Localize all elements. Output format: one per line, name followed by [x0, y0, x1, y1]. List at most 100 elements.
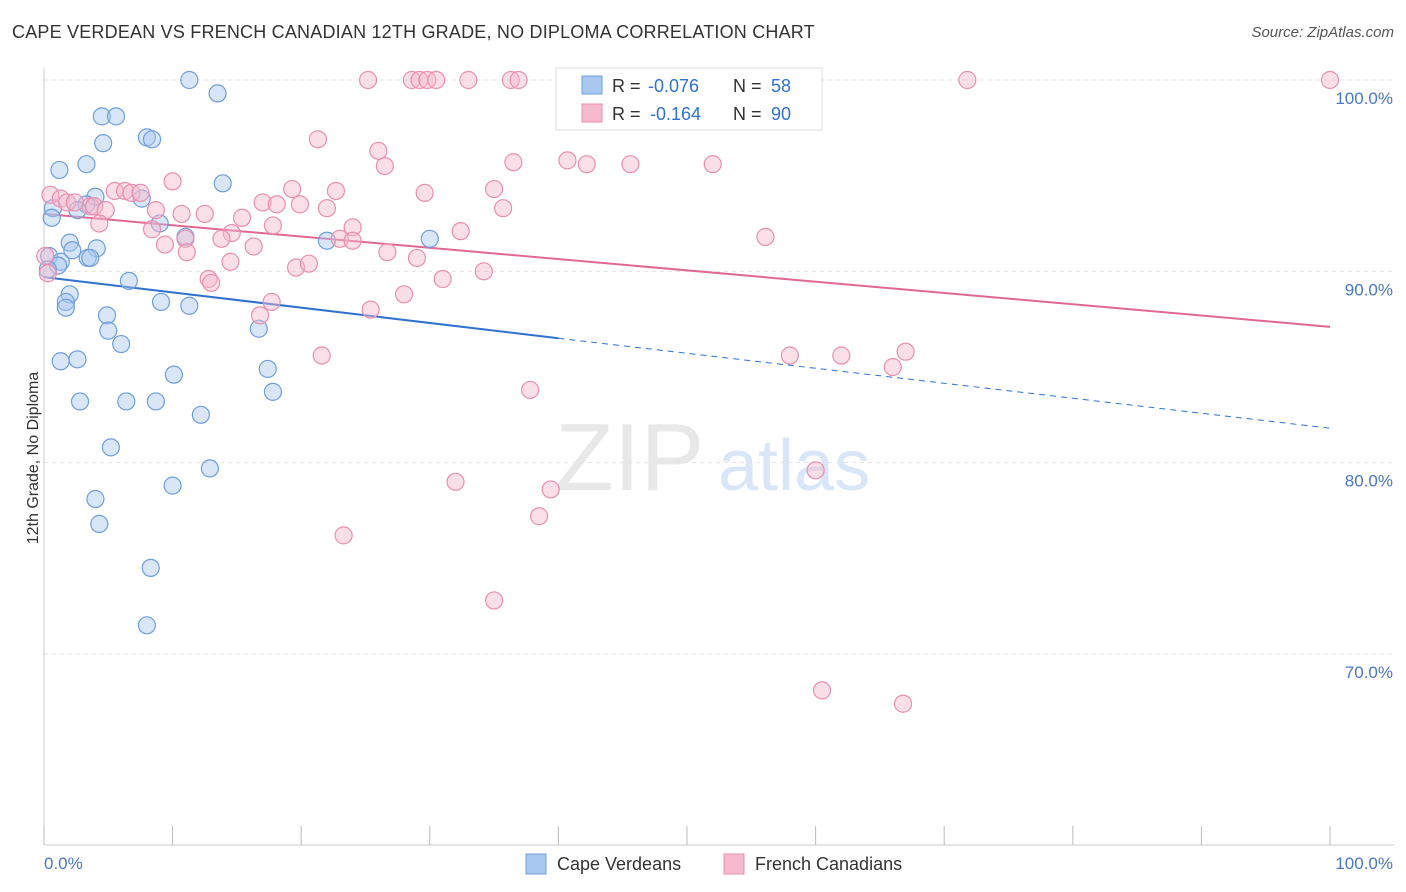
y-axis-title: 12th Grade, No Diploma [25, 372, 42, 545]
french-canadian-point [474, 262, 493, 281]
cape-verdean-point [258, 359, 277, 379]
french-canadian-point [621, 155, 640, 174]
french-canadian-point [41, 185, 60, 204]
french-canadian-point [36, 246, 55, 266]
french-canadian-point [195, 204, 214, 224]
points-layer [36, 70, 1340, 713]
trend-layer [43, 212, 1331, 429]
french-canadian-point [577, 155, 596, 174]
french-canadian-point [485, 591, 504, 610]
cape-verdean-point [141, 558, 160, 578]
french-canadian-point [343, 218, 362, 237]
french-canadian-point [446, 472, 465, 491]
french-canadian-point [958, 70, 977, 90]
french-canadian-point [253, 193, 272, 212]
french-canadian-point [832, 346, 851, 365]
french-canadian-point [299, 254, 319, 273]
french-canadian-point [402, 70, 421, 90]
french-canadian-point [312, 346, 331, 365]
axis-layer: 100.0% 90.0% 80.0% 70.0% [43, 68, 1394, 846]
french-canadian-point [896, 342, 915, 361]
cape-verdean-point [50, 160, 69, 180]
french-canadian-point [756, 227, 775, 246]
french-canadian-point [459, 70, 478, 90]
french-canadian-point [81, 197, 100, 216]
legend-swatch-cape-verdeans [525, 853, 547, 875]
french-canadian-point [262, 292, 281, 312]
french-canadian-point [267, 195, 286, 214]
french-canadian-point [451, 222, 470, 241]
french-canadian-point [142, 220, 162, 239]
cape-verdean-point [63, 241, 82, 260]
cape-verdean-point [146, 392, 165, 411]
french-canadian-trendline [43, 212, 1331, 328]
cape-verdean-point [101, 438, 120, 457]
french-canadian-point [326, 181, 346, 201]
french-canadian-point [361, 300, 380, 319]
french-canadian-point [163, 172, 182, 191]
watermark-zip: ZIP [555, 404, 704, 511]
cape-verdean-trendline [43, 276, 559, 340]
cape-verdean-point [77, 155, 96, 174]
french-canadian-point [501, 70, 520, 90]
french-canadian-point [358, 70, 378, 90]
cape-verdean-point [49, 256, 68, 275]
french-canadian-point [530, 507, 549, 526]
french-canadian-point [65, 193, 84, 212]
french-canadian-point [317, 199, 337, 218]
french-canadian-point [221, 252, 240, 271]
cape-verdean-point [119, 271, 138, 290]
french-canadian-point [504, 153, 523, 172]
french-canadian-point [883, 357, 902, 377]
french-canadian-point [115, 181, 135, 201]
french-canadian-point [155, 235, 174, 254]
stats-r-value-2: -0.164 [650, 104, 701, 124]
cape-verdean-point [42, 208, 61, 227]
french-canadian-point [58, 193, 77, 212]
french-canadian-point [222, 223, 241, 243]
watermark-atlas: atlas [718, 426, 870, 506]
french-canadian-point [509, 70, 528, 90]
x-tick-label-min: 0.0% [44, 854, 83, 873]
french-canadian-point [427, 70, 446, 90]
french-canadian-point [176, 229, 195, 248]
french-canadian-point [369, 141, 388, 160]
french-canadian-point [290, 195, 310, 214]
french-canadian-point [1320, 70, 1340, 90]
french-canadian-point [806, 461, 825, 480]
stats-n-label-1: N = [733, 76, 762, 96]
french-canadian-point [172, 204, 191, 224]
french-canadian-point [212, 229, 231, 248]
french-canadian-point [334, 526, 353, 545]
cape-verdean-point [213, 174, 232, 193]
cape-verdean-point [191, 405, 210, 424]
cape-verdean-point [94, 134, 113, 153]
cape-verdean-point [56, 292, 75, 312]
french-canadian-point [343, 231, 362, 250]
french-canadian-point [407, 248, 427, 268]
french-canadian-point [250, 306, 270, 325]
cape-verdean-point [249, 319, 268, 338]
legend-swatch-french-canadians [723, 853, 745, 875]
cape-verdean-point [70, 392, 90, 411]
cape-verdean-point [117, 392, 136, 411]
french-canadian-point [38, 264, 57, 283]
french-canadian-point [780, 346, 799, 365]
french-canadian-point [283, 179, 302, 199]
cape-verdean-point [208, 84, 227, 103]
stats-r-label-2: R = [612, 104, 641, 124]
y-tick-label: 70.0% [1345, 663, 1393, 682]
cape-verdean-trendline-extension [558, 337, 1331, 429]
french-canadian-point [146, 201, 165, 220]
french-canadian-point [202, 273, 221, 292]
y-tick-label: 80.0% [1345, 472, 1393, 491]
french-canadian-point [812, 681, 832, 700]
cape-verdean-point [137, 616, 156, 635]
french-canadian-point [90, 214, 109, 233]
cape-verdean-point [164, 365, 183, 384]
cape-verdean-point [38, 260, 57, 279]
french-canadian-point [308, 130, 328, 149]
french-canadian-point [375, 157, 394, 176]
cape-verdean-point [200, 459, 219, 478]
stats-legend-swatch-blue [581, 75, 603, 95]
